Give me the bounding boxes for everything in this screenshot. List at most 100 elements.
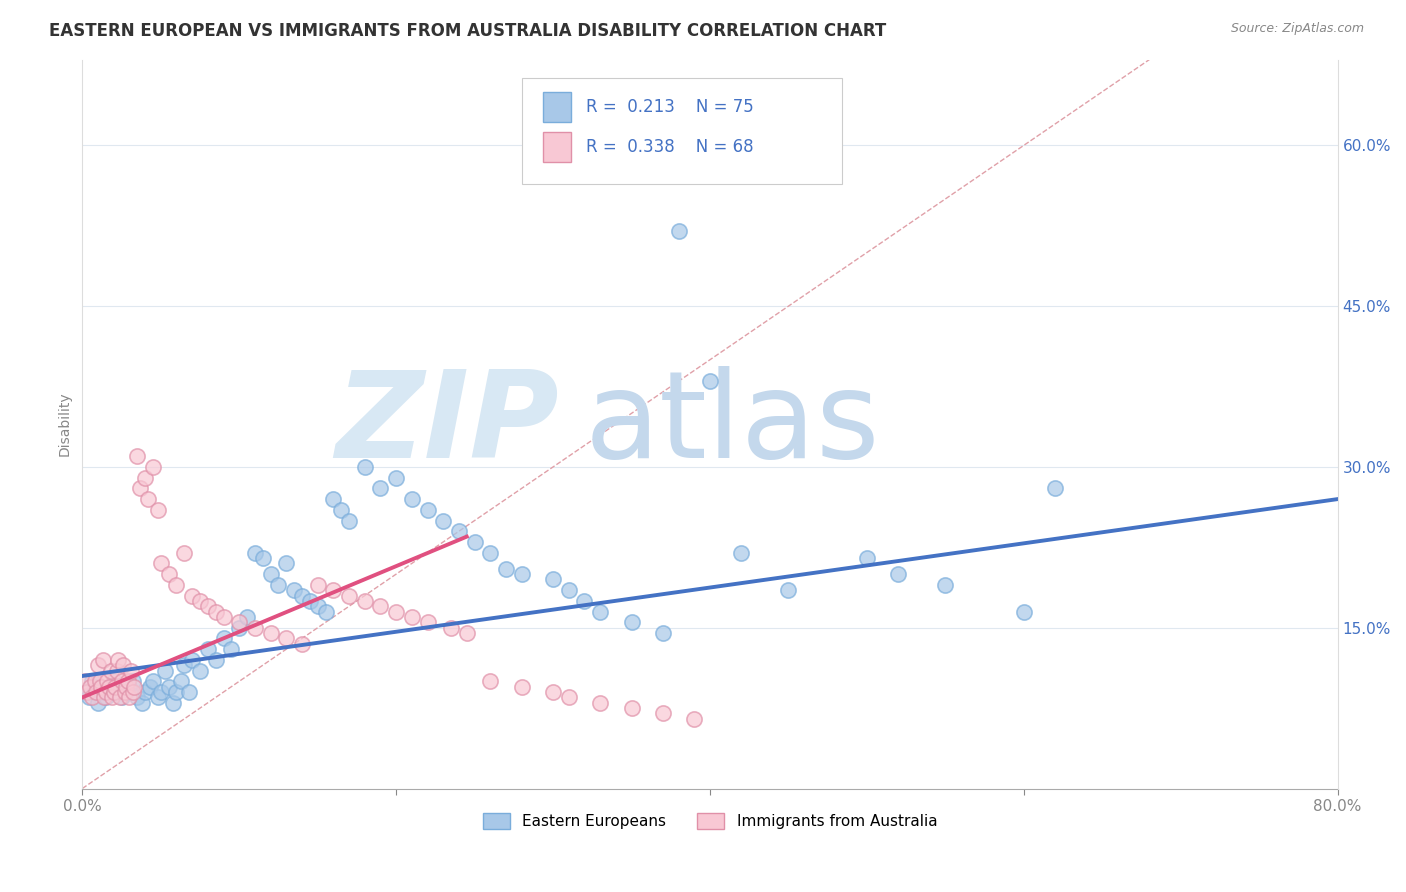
Point	[330, 503, 353, 517]
Point	[110, 674, 132, 689]
Point	[139, 680, 162, 694]
Point	[75, 674, 97, 689]
Point	[188, 594, 211, 608]
Point	[173, 658, 195, 673]
Point	[104, 680, 127, 694]
Point	[699, 374, 721, 388]
Point	[107, 653, 129, 667]
Point	[134, 685, 156, 699]
Point	[558, 690, 581, 705]
FancyBboxPatch shape	[522, 78, 842, 184]
Point	[91, 653, 114, 667]
Point	[77, 690, 100, 705]
Point	[117, 674, 139, 689]
Point	[730, 546, 752, 560]
Point	[385, 605, 408, 619]
Legend: Eastern Europeans, Immigrants from Australia: Eastern Europeans, Immigrants from Austr…	[477, 807, 943, 836]
Point	[337, 514, 360, 528]
Point	[188, 664, 211, 678]
Point	[337, 589, 360, 603]
Point	[93, 690, 115, 705]
Point	[157, 567, 180, 582]
Point	[134, 470, 156, 484]
Point	[464, 535, 486, 549]
Point	[510, 567, 533, 582]
Point	[401, 610, 423, 624]
Point	[243, 546, 266, 560]
Point	[142, 459, 165, 474]
Point	[165, 578, 187, 592]
Point	[146, 690, 169, 705]
Point	[105, 685, 128, 699]
Point	[94, 690, 117, 705]
Bar	[543, 132, 571, 162]
Point	[541, 685, 564, 699]
Point	[204, 653, 226, 667]
Point	[479, 674, 502, 689]
Point	[416, 615, 439, 630]
Point	[76, 685, 98, 699]
Point	[1012, 605, 1035, 619]
Point	[112, 658, 135, 673]
Point	[620, 615, 643, 630]
Point	[105, 664, 128, 678]
Point	[118, 680, 141, 694]
Point	[276, 557, 298, 571]
Point	[370, 482, 392, 496]
Point	[1043, 482, 1066, 496]
Point	[118, 690, 141, 705]
Point	[276, 632, 298, 646]
Point	[510, 680, 533, 694]
Point	[307, 578, 329, 592]
Point	[440, 621, 463, 635]
Point	[136, 492, 159, 507]
Point	[221, 642, 243, 657]
Point	[495, 562, 517, 576]
Point	[80, 674, 103, 689]
Point	[149, 557, 172, 571]
Point	[181, 589, 204, 603]
Point	[589, 696, 612, 710]
Point	[259, 567, 281, 582]
Point	[416, 503, 439, 517]
Point	[120, 664, 142, 678]
Point	[142, 674, 165, 689]
Point	[228, 621, 250, 635]
Point	[479, 546, 502, 560]
Point	[79, 680, 101, 694]
Point	[89, 674, 111, 689]
Point	[315, 605, 337, 619]
Point	[110, 690, 132, 705]
Point	[177, 685, 200, 699]
Point	[170, 674, 193, 689]
Point	[76, 685, 98, 699]
Point	[131, 696, 153, 710]
Point	[558, 583, 581, 598]
Point	[121, 674, 143, 689]
Point	[541, 573, 564, 587]
Point	[204, 605, 226, 619]
Point	[83, 674, 105, 689]
Point	[127, 690, 149, 705]
Point	[122, 680, 145, 694]
Point	[589, 605, 612, 619]
Point	[291, 637, 314, 651]
Point	[115, 685, 138, 699]
Point	[90, 685, 112, 699]
Point	[98, 680, 121, 694]
Point	[283, 583, 305, 598]
Y-axis label: Disability: Disability	[58, 392, 72, 457]
Point	[934, 578, 956, 592]
Text: Source: ZipAtlas.com: Source: ZipAtlas.com	[1230, 22, 1364, 36]
Point	[86, 685, 108, 699]
Point	[322, 492, 344, 507]
Point	[432, 514, 454, 528]
Point	[98, 680, 121, 694]
Point	[212, 610, 235, 624]
Point	[103, 674, 125, 689]
Point	[267, 578, 290, 592]
Point	[252, 551, 274, 566]
Point	[683, 712, 706, 726]
Point	[887, 567, 910, 582]
Point	[322, 583, 344, 598]
